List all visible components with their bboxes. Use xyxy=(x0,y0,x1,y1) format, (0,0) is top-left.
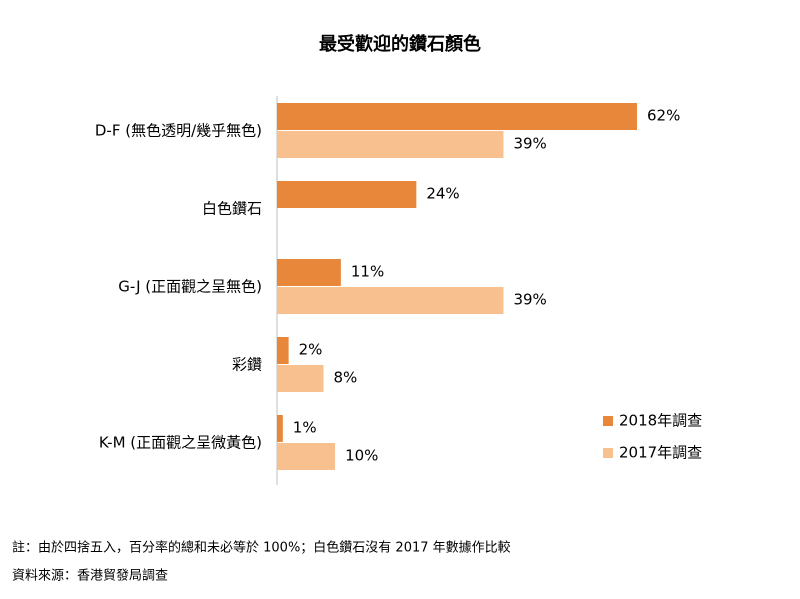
category-label: K-M (正面觀之呈微黃色) xyxy=(99,434,262,452)
value-label: 39% xyxy=(513,135,546,153)
value-label: 10% xyxy=(345,447,378,465)
category-label: 白色鑽石 xyxy=(202,200,262,218)
source-note: 資料來源：香港貿發局調查 xyxy=(12,569,168,584)
bar xyxy=(277,103,637,130)
value-label: 39% xyxy=(513,291,546,309)
value-label: 11% xyxy=(351,263,384,281)
bar xyxy=(277,131,504,158)
legend-swatch xyxy=(603,448,613,458)
category-label: G-J (正面觀之呈無色) xyxy=(118,278,262,296)
value-label: 62% xyxy=(647,107,680,125)
legend-label: 2018年調查 xyxy=(619,412,702,430)
bar xyxy=(277,181,417,208)
value-label: 2% xyxy=(299,341,323,359)
chart-title: 最受歡迎的鑽石顏色 xyxy=(319,33,481,55)
bar xyxy=(277,365,324,392)
value-label: 1% xyxy=(293,419,317,437)
category-label: D-F (無色透明/幾乎無色) xyxy=(95,122,262,140)
bar xyxy=(277,259,341,286)
bar xyxy=(277,443,336,470)
value-label: 8% xyxy=(333,369,357,387)
value-label: 24% xyxy=(426,185,459,203)
bar xyxy=(277,415,283,442)
category-label: 彩鑽 xyxy=(232,356,262,374)
legend-swatch xyxy=(603,416,613,426)
footnote: 註：由於四捨五入，百分率的總和未必等於 100%；白色鑽石沒有 2017 年數據… xyxy=(12,540,511,556)
bar xyxy=(277,337,289,364)
legend-label: 2017年調查 xyxy=(619,444,702,462)
bar xyxy=(277,287,504,314)
